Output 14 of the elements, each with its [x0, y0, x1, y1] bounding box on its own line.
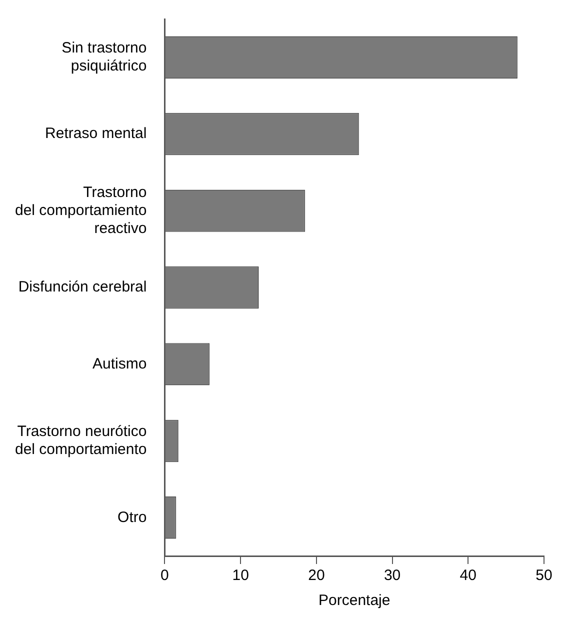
x-axis-title: Porcentaje [318, 592, 390, 610]
y-tick-label: Disfunción cerebral [18, 278, 147, 296]
y-tick-label: Autismo [92, 355, 147, 372]
x-tick-label: 30 [384, 567, 401, 584]
x-tick-label: 40 [460, 567, 476, 584]
y-tick-label: Trastorno neurótico del comportamiento [15, 423, 147, 458]
y-tick-label: Retraso mental [45, 125, 147, 142]
y-tick-label: Sin trastorno psiquiátrico [62, 40, 147, 74]
x-tick-label: 10 [232, 567, 249, 584]
y-tick-label: Trastorno del comportamiento reactivo [15, 184, 147, 237]
y-tick-label: Otro [118, 508, 147, 526]
x-tick-label: 50 [536, 567, 552, 584]
x-tick-label: 20 [308, 567, 325, 584]
x-tick-label: 0 [160, 567, 169, 584]
